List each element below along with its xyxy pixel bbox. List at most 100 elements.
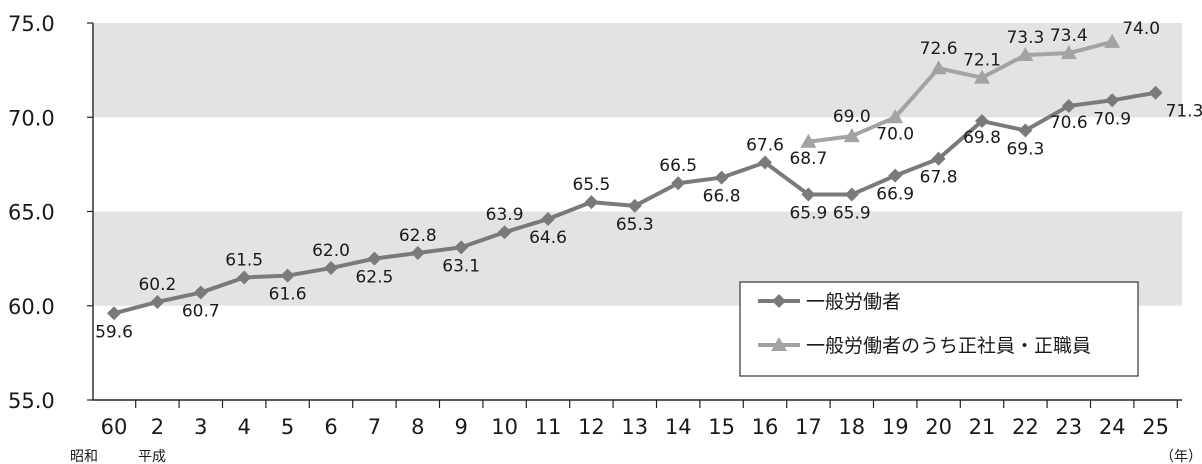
x-tick-label-9: 10 <box>491 415 518 439</box>
legend: 一般労働者 一般労働者のうち正社員・正職員 <box>739 281 1139 377</box>
x-tick-label-18: 19 <box>882 415 909 439</box>
series-1-point-3 <box>237 270 252 285</box>
x-tick-label-17: 18 <box>838 415 865 439</box>
series-1-point-8 <box>454 240 469 255</box>
y-tick-label-1: 60.0 <box>8 295 55 319</box>
series-1-label-19: 67.8 <box>920 168 958 188</box>
series-2-label-17: 69.0 <box>833 107 871 127</box>
y-tick-labels: 55.0 60.0 65.0 70.0 75.0 <box>8 12 55 413</box>
series-1-point-13 <box>671 176 686 191</box>
y-tick-label-0: 55.0 <box>8 389 55 413</box>
series-1-label-6: 62.5 <box>355 268 393 288</box>
series-1-point-24 <box>1148 85 1163 100</box>
series-1-label-24: 71.3 <box>1166 102 1202 122</box>
series-2-label-19: 72.6 <box>920 39 958 59</box>
series-1-label-21: 69.3 <box>1006 139 1044 159</box>
x-tick-label-19: 20 <box>925 415 952 439</box>
series-1-label-13: 66.5 <box>659 156 697 176</box>
series-1-label-5: 62.0 <box>312 241 350 261</box>
series-2-point-20 <box>974 69 990 84</box>
series-1-label-10: 64.6 <box>529 228 567 248</box>
series-2-label-23: 74.0 <box>1122 19 1160 39</box>
series-2-label-18: 70.0 <box>876 124 914 144</box>
series-1-label-8: 63.1 <box>442 256 480 276</box>
series-1-label-2: 60.7 <box>182 302 220 322</box>
x-tick-label-0: 60 <box>101 415 128 439</box>
series-1-label-23: 70.9 <box>1093 109 1131 129</box>
series-2-point-18 <box>887 109 904 124</box>
series-1-point-4 <box>280 268 295 283</box>
legend-box <box>739 281 1139 377</box>
legend-diamond-icon <box>772 294 786 308</box>
series-1-point-11 <box>584 195 599 210</box>
legend-label-series-1: 一般労働者 <box>806 291 901 313</box>
series-1-point-2 <box>193 285 208 300</box>
series-1-label-4: 61.6 <box>269 285 307 305</box>
x-tick-label-13: 14 <box>665 415 692 439</box>
axes <box>87 22 1182 408</box>
series-1-label-17: 65.9 <box>833 204 871 224</box>
y-tick-label-4: 75.0 <box>8 12 55 36</box>
series-1-point-23 <box>1105 93 1120 108</box>
y-tick-label-2: 65.0 <box>8 201 55 225</box>
series-1-point-7 <box>410 245 425 260</box>
x-tick-label-22: 23 <box>1055 415 1082 439</box>
series-1-point-22 <box>1061 98 1076 113</box>
series-1-label-16: 65.9 <box>789 204 827 224</box>
x-tick-label-24: 25 <box>1142 415 1169 439</box>
series-2-label-21: 73.3 <box>1006 28 1044 48</box>
series-group <box>107 33 1163 321</box>
series-1-point-1 <box>150 294 165 309</box>
series-1-label-12: 65.3 <box>616 215 654 235</box>
series-1-label-20: 69.8 <box>963 128 1001 148</box>
x-tick-label-21: 22 <box>1012 415 1039 439</box>
x-tick-label-20: 21 <box>969 415 996 439</box>
series-2-label-20: 72.1 <box>963 51 1001 71</box>
series-1-point-14 <box>714 170 729 185</box>
series-1-point-10 <box>541 212 555 227</box>
x-tick-label-7: 8 <box>411 415 424 439</box>
series-1-label-3: 61.5 <box>225 250 263 270</box>
series-2-label-16: 68.7 <box>789 149 827 169</box>
x-tick-label-15: 16 <box>752 415 779 439</box>
x-tick-label-4: 5 <box>281 415 294 439</box>
x-tick-label-12: 13 <box>621 415 648 439</box>
series-2-point-16 <box>800 133 817 148</box>
x-tick-label-23: 24 <box>1099 415 1126 439</box>
series-1-point-19 <box>931 151 946 166</box>
series-2-point-17 <box>843 128 860 143</box>
x-tick-label-1: 2 <box>151 415 164 439</box>
y-tick-label-3: 70.0 <box>8 106 55 130</box>
series-1-label-7: 62.8 <box>399 226 437 246</box>
series-2-point-22 <box>1060 45 1077 60</box>
series-1-point-16 <box>801 187 816 202</box>
legend-label-series-2: 一般労働者のうち正社員・正職員 <box>806 335 1091 357</box>
x-tick-label-10: 11 <box>535 415 562 439</box>
series-1-point-12 <box>627 198 642 213</box>
series-1-point-5 <box>324 261 338 276</box>
x-tick-label-16: 17 <box>795 415 822 439</box>
x-tick-label-5: 6 <box>324 415 337 439</box>
x-tick-label-14: 15 <box>708 415 735 439</box>
series-1-label-1: 60.2 <box>138 275 176 295</box>
x-tick-label-2: 3 <box>194 415 207 439</box>
series-2-point-19 <box>930 60 947 75</box>
series-1-point-18 <box>888 168 903 183</box>
series-1-label-22: 70.6 <box>1050 113 1088 133</box>
series-line-2 <box>808 39 1113 144</box>
x-tick-label-3: 4 <box>238 415 251 439</box>
x-tick-label-8: 9 <box>455 415 468 439</box>
legend-triangle-icon <box>771 337 787 351</box>
series-1-label-14: 66.8 <box>703 187 741 207</box>
era-label-showa: 昭和 <box>70 449 98 464</box>
series-2-point-21 <box>1017 47 1034 62</box>
series-1-point-9 <box>497 225 512 240</box>
series-1-label-15: 67.6 <box>746 135 784 155</box>
series-2-point-23 <box>1104 33 1121 48</box>
series-1-label-11: 65.5 <box>572 175 610 195</box>
x-unit-label: （年） <box>1160 449 1202 464</box>
series-1-label-18: 66.9 <box>876 185 914 205</box>
series-1-point-17 <box>844 187 859 202</box>
era-label-heisei: 平成 <box>138 449 166 464</box>
